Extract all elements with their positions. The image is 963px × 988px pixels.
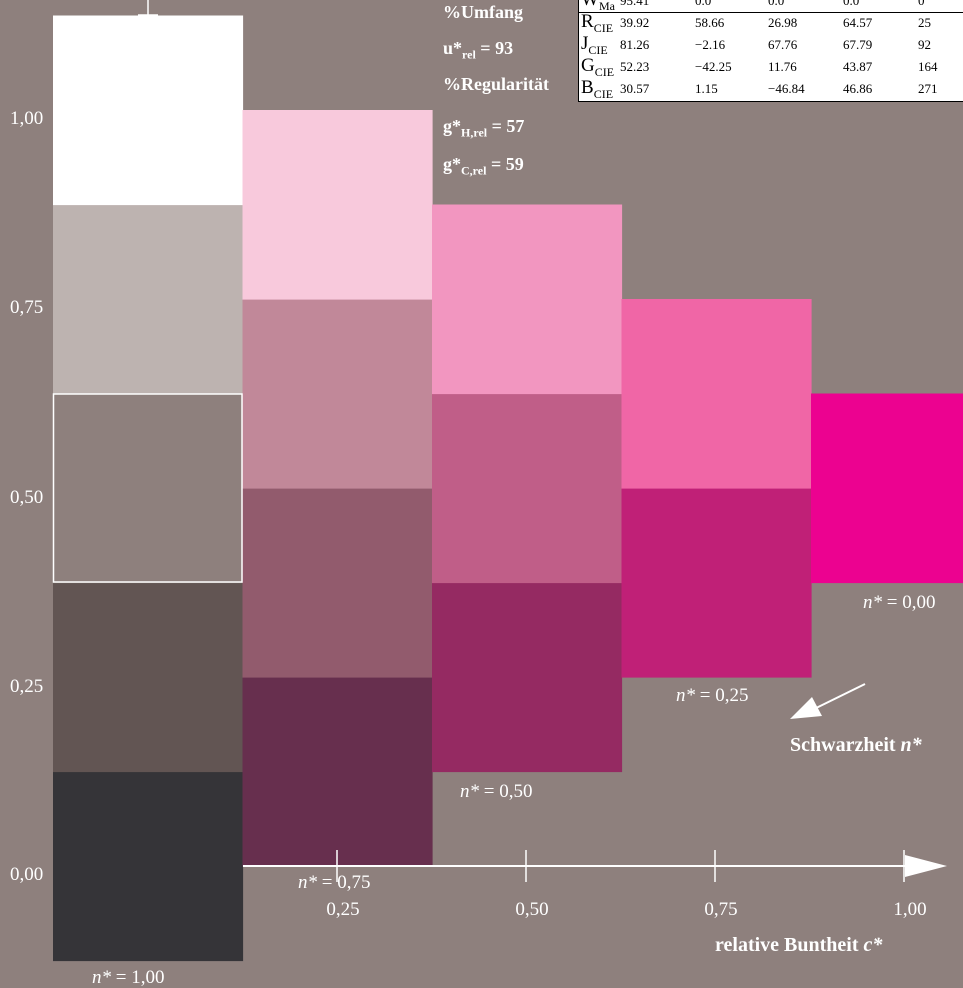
table-row: GCIE 52.23 −42.25 11.76 43.87 164 (579, 55, 963, 79)
g-h-rel-stat: g*H,rel = 57 (443, 116, 525, 140)
u-rel-value: 93 (495, 38, 514, 58)
table-cell: −2.16 (695, 37, 726, 52)
table-cell: 11.76 (768, 59, 797, 74)
table-row: RCIE 39.92 58.66 26.98 64.57 25 (579, 11, 963, 35)
color-cell (432, 393, 623, 584)
g-c-rel-stat: g*C,rel = 59 (443, 154, 524, 178)
table-cell: 43.87 (843, 59, 873, 74)
table-divider (579, 12, 963, 13)
table-row-key: JCIE (581, 33, 608, 57)
table-row: WMa 95.41 0.0 0.0 0.0 0 (579, 0, 963, 13)
table-cell: 46.86 (843, 81, 873, 96)
x-tick-label: 1,00 (893, 899, 926, 920)
table-cell: 0.0 (695, 0, 712, 8)
color-cell (242, 677, 433, 867)
table-cell: 58.66 (695, 15, 725, 30)
color-cell (53, 771, 244, 962)
table-cell: 64.57 (843, 15, 873, 30)
color-cell (811, 393, 963, 584)
table-row-key: WMa (581, 0, 615, 13)
schwarzheit-annotation: Schwarzheit n* (790, 734, 923, 756)
color-cell (242, 488, 433, 678)
table-cell: 30.57 (620, 81, 650, 96)
color-cell (53, 393, 244, 584)
table-cell: −42.25 (695, 59, 732, 74)
labels: 0,25 0,50 0,75 1,00 0,00 0,25 0,50 0,75 1,00 n* =… (10, 108, 935, 988)
table-cell: 0 (918, 0, 925, 8)
x-tick-label: 0,50 (515, 899, 548, 920)
table-cell: 95.41 (620, 0, 650, 8)
x-tick-label: 0,25 (326, 899, 359, 920)
table-cell: 67.79 (843, 37, 873, 52)
table-cell: 92 (918, 37, 931, 52)
table-row-key: BCIE (581, 77, 614, 101)
color-data-table: WMa 95.41 0.0 0.0 0.0 0 RCIE 39.92 58.66 26.98 64.… (578, 0, 963, 102)
y-tick-label: 1,00 (10, 108, 43, 129)
color-cell (53, 204, 244, 395)
n-star-label: n* = 0,25 (676, 685, 748, 706)
color-cell (432, 204, 623, 395)
g-h-rel-value: 57 (506, 116, 525, 136)
table-cell: 164 (918, 59, 938, 74)
color-cell (53, 582, 244, 773)
table-cell: 81.26 (620, 37, 650, 52)
y-tick-label: 0,50 (10, 487, 43, 508)
table-cell: −46.84 (768, 81, 805, 96)
color-cell (432, 582, 623, 773)
color-cells (52, 15, 963, 962)
n-star-label: n* = 0,75 (298, 872, 370, 893)
schwarzheit-arrow-line (807, 683, 866, 713)
y-tick-label: 0,00 (10, 864, 43, 885)
y-tick-label: 0,75 (10, 297, 43, 318)
g-c-rel-value: 59 (505, 154, 524, 174)
highlight-outline (52, 393, 243, 583)
n-star-label: n* = 1,00 (92, 967, 164, 988)
x-tick-label: 0,75 (704, 899, 737, 920)
axes (138, 0, 947, 882)
table-row: BCIE 30.57 1.15 −46.84 46.86 271 (579, 77, 963, 101)
table-row-key: RCIE (581, 11, 614, 35)
table-cell: 39.92 (620, 15, 650, 30)
table-cell: 1.15 (695, 81, 718, 96)
color-cell (53, 15, 244, 206)
y-tick-label: 0,25 (10, 676, 43, 697)
x-axis-arrow (905, 855, 947, 877)
umfang-label: %Umfang (443, 2, 523, 22)
table-cell: 67.76 (768, 37, 798, 52)
color-cell (242, 110, 433, 300)
color-cell (621, 299, 812, 489)
table-row-key: GCIE (581, 55, 615, 79)
color-cell (621, 488, 812, 678)
n-star-label: n* = 0,50 (460, 781, 532, 802)
table-row: JCIE 81.26 −2.16 67.76 67.79 92 (579, 33, 963, 57)
x-axis-label: relative Buntheit c* (715, 934, 883, 956)
color-cell (242, 299, 433, 489)
table-cell: 26.98 (768, 15, 798, 30)
table-cell: 52.23 (620, 59, 650, 74)
table-cell: 271 (918, 81, 938, 96)
schwarzheit-arrow-head (790, 697, 822, 719)
u-rel-stat: u*rel = 93 (443, 38, 514, 62)
table-cell: 0.0 (843, 0, 860, 8)
n-star-label: n* = 0,00 (863, 592, 935, 613)
table-cell: 0.0 (768, 0, 785, 8)
table-cell: 25 (918, 15, 931, 30)
regularitat-label: %Regularität (443, 74, 549, 94)
